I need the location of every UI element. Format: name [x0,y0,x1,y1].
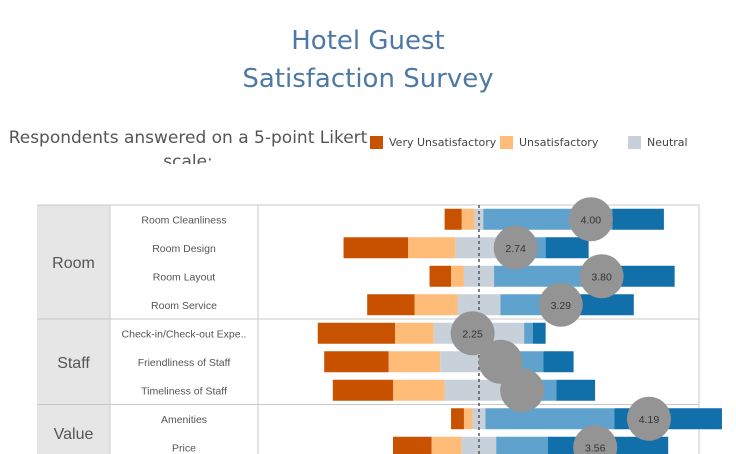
bar-segment-neutral [444,379,514,401]
bar-segment-very-unsatisfactory [324,351,389,373]
bar-segment-unsatisfactory [461,208,475,230]
group-label: Value [54,426,94,443]
score-label: 4.19 [639,414,660,426]
score-bubble [579,254,624,299]
bar-segment-very-unsatisfactory [429,265,452,287]
bar-segment-very-satisfactory [545,237,589,259]
bar-segment-unsatisfactory [393,379,445,401]
legend-item-very-unsatisfactory: Very Unsatisfactory [370,136,496,149]
bar-segment-unsatisfactory [395,322,434,344]
legend-label-neutral: Neutral [647,136,688,149]
bar-segment-very-satisfactory [556,379,596,401]
group-label: Room [52,255,95,272]
legend-swatch-unsatisfactory [500,136,513,149]
legend-swatch-neutral [628,136,641,149]
score-bubble [573,425,618,454]
bar-segment-very-unsatisfactory [393,436,432,454]
chart-subtitle: Respondents answered on a 5-point Likert… [8,128,368,164]
row-label: Check-in/Check-out Expe.. [122,328,247,340]
legend-swatch-very-unsatisfactory [370,136,383,149]
legend-label-unsatisfactory: Unsatisfactory [519,136,599,149]
row-label: Room Design [152,243,216,255]
bar-segment-unsatisfactory [388,351,441,373]
bar-segment-unsatisfactory [408,237,456,259]
bar-segment-very-satisfactory [543,351,574,373]
bar-segment-unsatisfactory [414,294,458,316]
bar-segment-satisfactory [496,436,548,454]
bar-segment-very-unsatisfactory [367,294,415,316]
bar-segment-neutral [457,294,501,316]
bar-segment-satisfactory [485,408,615,430]
score-label: 3.56 [585,442,606,454]
group-band [37,404,110,454]
score-bubble [493,225,538,270]
row-label: Price [172,442,196,454]
row-label: Room Service [151,300,217,312]
score-bubble [568,197,613,242]
bar-segment-unsatisfactory [451,265,464,287]
score-label: 4.00 [581,214,602,226]
bar-segment-very-satisfactory [532,322,546,344]
row-label: Room Layout [153,271,216,283]
bar-segment-very-unsatisfactory [451,408,464,430]
row-label: Timeliness of Staff [141,385,227,397]
bar-segment-satisfactory [517,351,544,373]
bar-segment-very-satisfactory [612,208,664,230]
score-bubble [450,311,495,356]
chart-title-line-1: Hotel Guest [291,26,445,56]
bar-segment-very-unsatisfactory [444,208,462,230]
legend-label-very-unsatisfactory: Very Unsatisfactory [389,136,497,149]
score-label: 3.80 [591,271,612,283]
bar-segment-neutral [463,265,495,287]
score-label: 2.74 [505,243,526,255]
bar-segment-unsatisfactory [463,408,473,430]
legend-item-unsatisfactory: Unsatisfactory [500,136,598,149]
row-label: Friendliness of Staff [138,357,231,369]
group-band [37,319,110,405]
group-band [37,205,110,319]
group-label: Staff [57,355,90,372]
bar-segment-unsatisfactory [431,436,462,454]
score-bubble [500,368,545,413]
chart-title-line-2: Satisfaction Survey [242,64,494,94]
bar-segment-satisfactory [494,265,585,287]
row-label: Room Cleanliness [141,214,226,226]
row-label: Amenities [161,414,207,426]
legend-item-neutral: Neutral [628,136,688,149]
chart-title: Hotel Guest Satisfaction Survey [0,22,736,98]
score-bubble [538,282,583,327]
bar-segment-very-unsatisfactory [343,237,409,259]
bar-segment-satisfactory [524,322,533,344]
bar-segment-very-unsatisfactory [332,379,393,401]
score-bubble [626,396,671,441]
score-label: 3.29 [551,300,572,312]
bar-segment-very-unsatisfactory [317,322,396,344]
score-label: 2.25 [462,328,483,340]
bar-segment-neutral [472,408,486,430]
